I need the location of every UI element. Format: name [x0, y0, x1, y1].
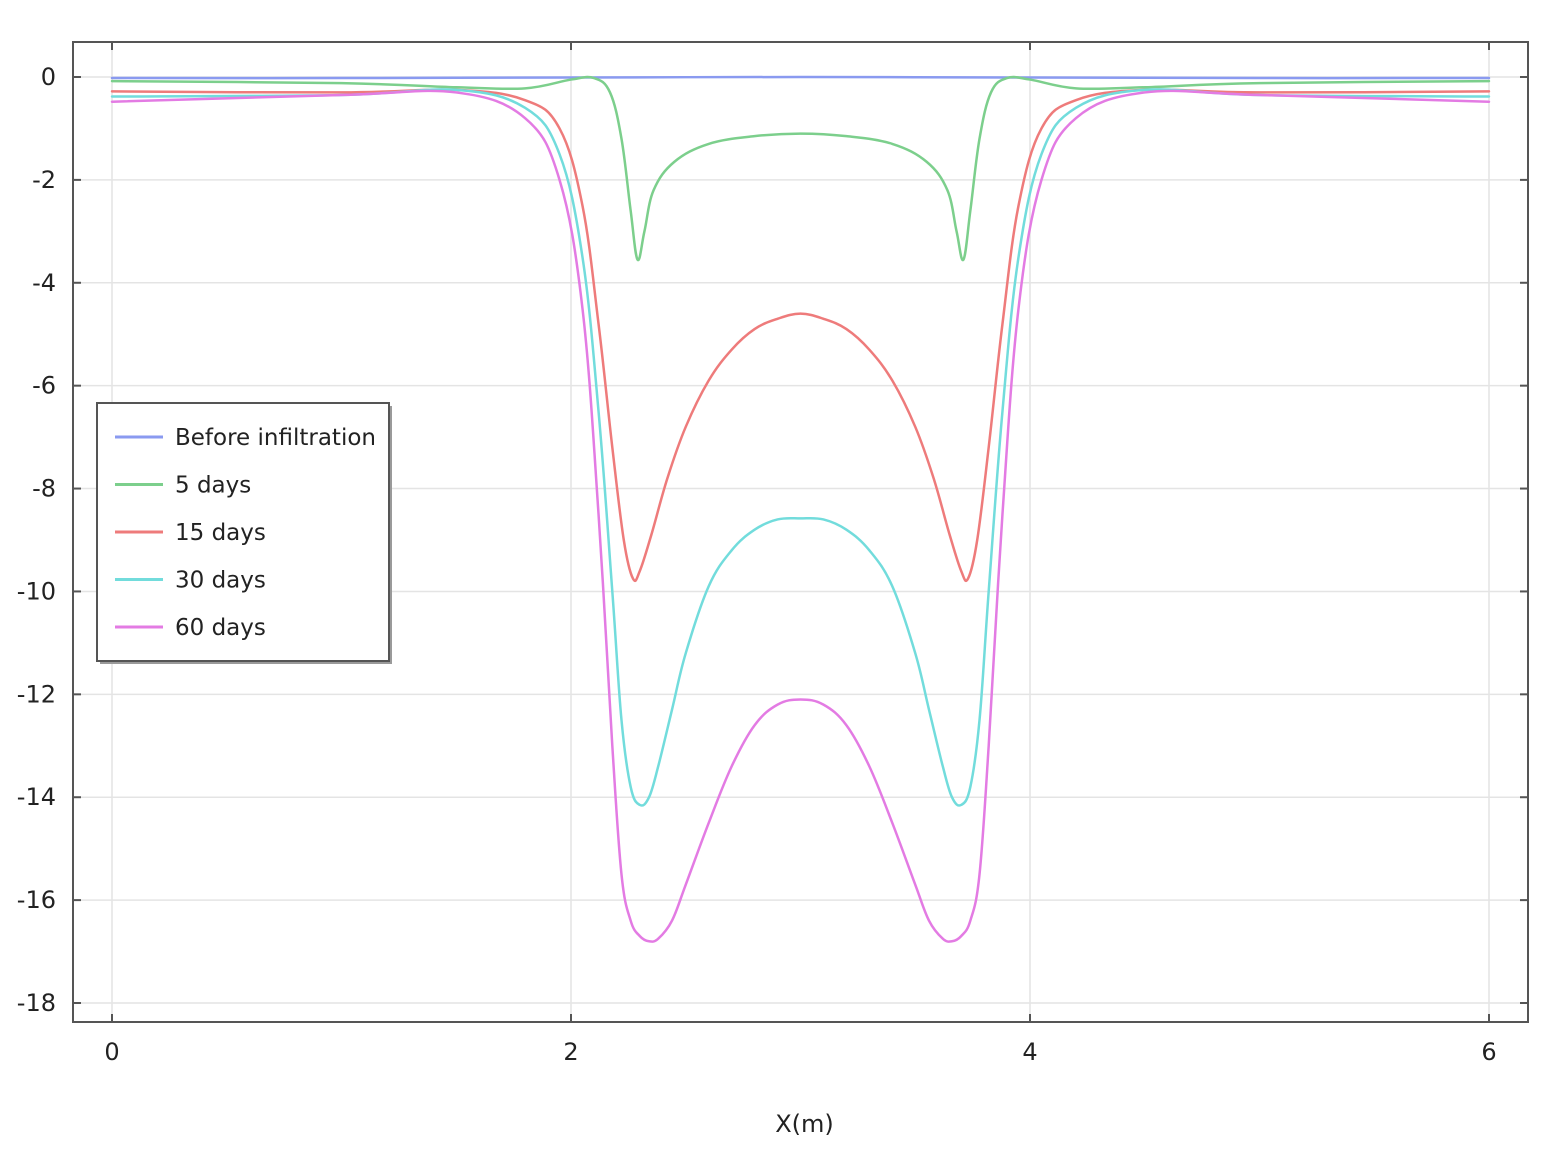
y-tick-label: -8 — [32, 475, 56, 503]
legend-label-1: 5 days — [175, 473, 251, 499]
series-line-3 — [110, 88, 1491, 807]
x-tick-label: 4 — [1022, 1038, 1037, 1066]
series-line-0 — [110, 75, 1491, 80]
series-lines — [110, 75, 1491, 943]
x-tick-label: 2 — [563, 1038, 578, 1066]
y-tick-label: -4 — [32, 269, 56, 297]
legend: Before infiltration 5 days 15 days 30 days 6… — [96, 402, 392, 664]
y-tick-label: -18 — [17, 989, 56, 1017]
legend-label-3: 30 days — [175, 568, 266, 594]
x-axis-label: X(m) — [775, 1110, 834, 1138]
y-tick-label: 0 — [41, 63, 56, 91]
x-tick-label: 6 — [1481, 1038, 1496, 1066]
y-tick-label: -16 — [17, 886, 56, 914]
plot-frame — [72, 41, 1529, 1023]
series-line-4 — [110, 89, 1491, 943]
x-tick-label: 0 — [104, 1038, 119, 1066]
y-tick-label: -6 — [32, 372, 56, 400]
series-line-2 — [110, 88, 1491, 583]
plot-border — [72, 41, 1529, 1023]
legend-label-2: 15 days — [175, 520, 266, 546]
legend-label-4: 60 days — [175, 615, 266, 641]
y-tick-label: -14 — [17, 783, 56, 811]
y-tick-label: -2 — [32, 166, 56, 194]
series-line-1 — [110, 75, 1491, 262]
axis-ticks: 0 -2 -4 -6 -8 -10 -12 -14 -16 -18 0 2 4 6 — [17, 42, 1528, 1066]
legend-label-0: Before infiltration — [175, 425, 376, 451]
y-tick-label: -10 — [17, 577, 56, 605]
y-tick-label: -12 — [17, 680, 56, 708]
